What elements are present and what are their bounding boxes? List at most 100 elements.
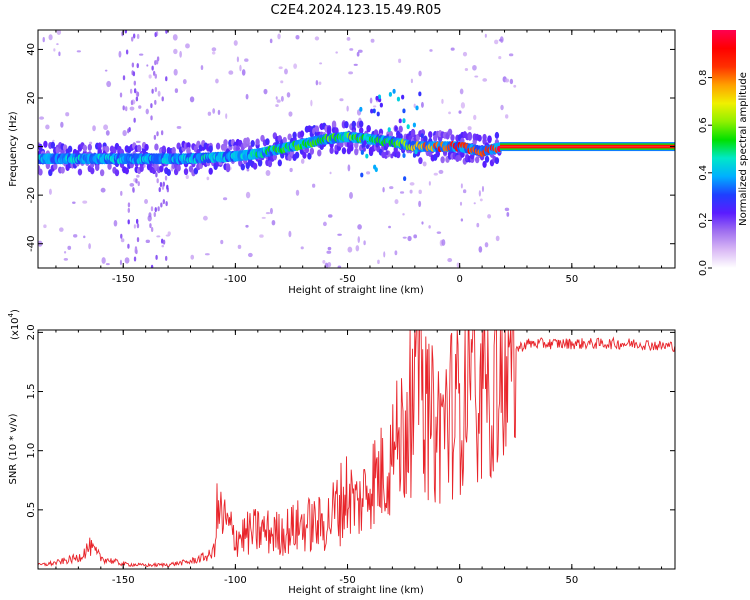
heatmap-cell (162, 181, 166, 187)
heatmap-cell (162, 239, 166, 245)
heatmap-cell (329, 147, 334, 155)
heatmap-cell (373, 164, 377, 170)
heatmap-cell (494, 39, 499, 45)
heatmap-cell (58, 51, 61, 57)
heatmap-cell (39, 116, 45, 120)
heatmap-cell (119, 92, 123, 98)
heatmap-cell (146, 64, 149, 67)
heatmap-cell (459, 201, 463, 206)
heatmap-cell (139, 165, 144, 173)
heatmap-cell (145, 108, 149, 115)
heatmap-cell (288, 230, 292, 238)
heatmap-cell (409, 182, 415, 186)
heatmap-cell (363, 240, 366, 246)
heatmap-cell (396, 151, 401, 159)
heatmap-cell (450, 134, 455, 142)
heatmap-cell (131, 62, 135, 68)
heatmap-cell (100, 187, 106, 193)
heatmap-cell (182, 79, 187, 85)
heatmap-cell (82, 144, 88, 152)
heatmap-cell (154, 60, 157, 66)
multiplier-exponent: 4 (7, 312, 15, 317)
heatmap-cell (151, 65, 154, 71)
heatmap-cell (245, 93, 249, 100)
heatmap-cell (138, 53, 144, 56)
heatmap-cell (135, 178, 138, 184)
heatmap-cell (327, 246, 332, 251)
heatmap-cell (155, 254, 158, 260)
heatmap-cell (487, 214, 492, 219)
heatmap-cell (217, 109, 221, 116)
heatmap-cell (119, 259, 123, 266)
heatmap-cell (59, 227, 64, 232)
heatmap-cell (186, 142, 191, 150)
heatmap-cell (225, 165, 231, 173)
heatmap-cell (310, 99, 313, 107)
heatmap-cell (402, 153, 406, 158)
snr-x-ticks: -150 -100 -50 0 50 (55, 330, 663, 586)
heatmap-cell (135, 96, 139, 102)
heatmap-cell (215, 78, 219, 84)
snr-x-label: Height of straight line (km) (288, 585, 424, 596)
heatmap-cell (377, 94, 382, 100)
heatmap-cell (150, 103, 153, 109)
heatmap-cell (153, 211, 156, 217)
heatmap-cell (331, 120, 337, 128)
heatmap-cell (436, 231, 442, 234)
colorbar-ticks: 0.0 0.2 0.4 0.6 0.8 (698, 70, 712, 276)
heatmap-cell (484, 242, 489, 248)
heatmap-cell (482, 133, 487, 141)
snr-frame (37, 329, 676, 570)
heatmap-cell (208, 167, 213, 175)
heatmap-cell (407, 235, 412, 242)
heatmap-cell (498, 39, 503, 42)
heatmap-cell (157, 90, 161, 97)
heatmap-cell (286, 92, 291, 98)
heatmap-cell (357, 236, 360, 244)
heatmap-cell (124, 167, 130, 175)
heatmap-cell (326, 127, 332, 135)
heatmap-cell (103, 124, 109, 131)
heatmap-cell (351, 120, 357, 128)
heatmap-cell (482, 78, 488, 82)
heatmap-cell (60, 166, 65, 174)
heatmap-cell (212, 108, 216, 114)
heatmap-cell (269, 38, 273, 44)
heatmap-cell (402, 236, 407, 239)
heatmap-cell (375, 142, 379, 148)
heatmap-cell (322, 221, 327, 227)
x-tick-label: -50 (339, 274, 355, 285)
heatmap-cell (383, 251, 386, 258)
heatmap-cell (176, 164, 181, 172)
heatmap-cell (90, 167, 95, 175)
heatmap-cell (155, 172, 158, 178)
heatmap-cell (360, 150, 364, 155)
heatmap-cell (392, 88, 396, 94)
heatmap-cell (357, 49, 363, 53)
heatmap-cell (244, 58, 249, 62)
heatmap-cell (204, 253, 210, 256)
spectrogram-panel: -150 -100 -50 0 50 -40 -20 0 20 40 Height of str… (8, 29, 676, 296)
heatmap-cell (99, 169, 105, 177)
colorbar-label: Normalized spectral amplitude (738, 72, 749, 226)
heatmap-cell (366, 125, 371, 133)
heatmap-cell (233, 40, 238, 46)
x-tick-label: 0 (456, 575, 462, 586)
heatmap-cell (284, 68, 288, 75)
heatmap-cell (428, 225, 431, 229)
heatmap-cell (421, 221, 424, 225)
heatmap-cell (237, 244, 242, 249)
heatmap-cell (460, 218, 464, 222)
heatmap-cell (148, 74, 152, 79)
x-tick-label: -100 (224, 274, 247, 285)
heatmap-cell (65, 112, 70, 117)
heatmap-cell (263, 88, 268, 95)
heatmap-cell (225, 113, 228, 120)
heatmap-cell (154, 32, 157, 38)
heatmap-cell (159, 165, 164, 173)
heatmap-cell (165, 76, 168, 82)
heatmap-cell (130, 100, 134, 106)
heatmap-cell (339, 98, 344, 102)
heatmap-cell (252, 162, 258, 170)
